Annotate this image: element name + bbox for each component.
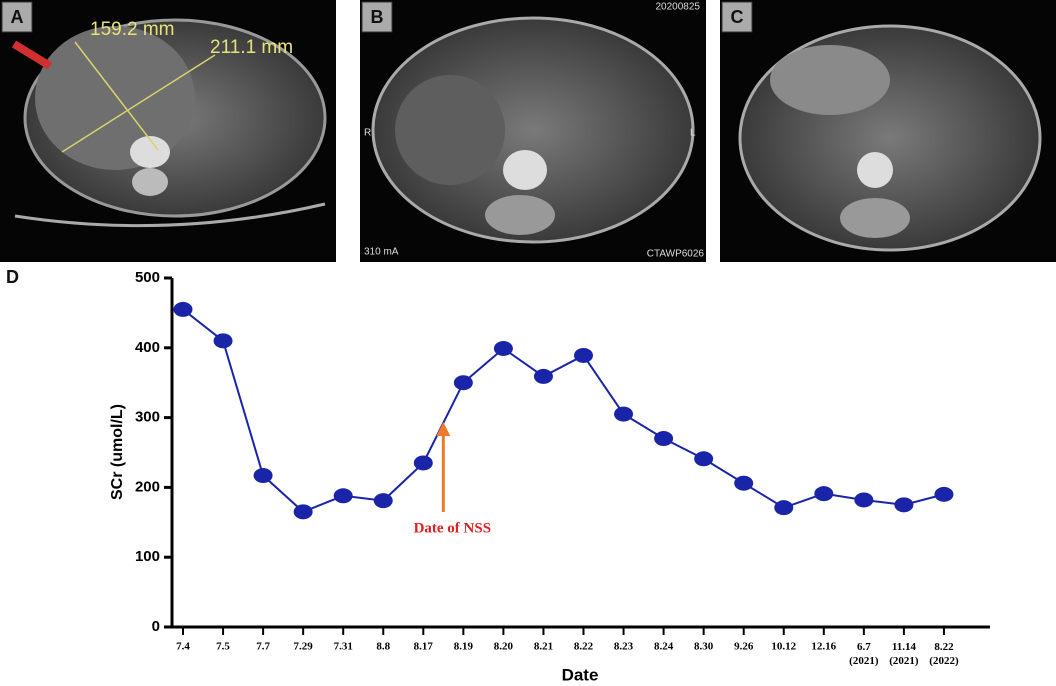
y-tick-label: 400 (135, 339, 160, 356)
x-tick-label: 8.22 (574, 641, 594, 653)
data-point (333, 488, 353, 504)
x-tick-label: 12.16 (811, 641, 836, 653)
data-point (734, 475, 754, 491)
x-tick-label: 8.19 (454, 641, 474, 653)
x-tick-label: 8.21 (534, 641, 553, 653)
panel-label: C (731, 7, 744, 27)
series-line (182, 308, 945, 513)
data-point (173, 301, 193, 317)
y-tick-label: 200 (135, 478, 160, 495)
ct-text: 20200825 (656, 2, 701, 13)
x-tick-label: 7.31 (334, 641, 353, 653)
annotation-arrowhead (436, 422, 451, 436)
data-point (814, 486, 834, 502)
ct-text: 310 mA (364, 247, 399, 258)
x-tick-label: 8.22 (2022) (929, 641, 959, 667)
panel-label: D (6, 267, 19, 287)
y-axis-label: SCr (umol/L) (109, 404, 126, 500)
x-tick-label: 8.23 (614, 641, 634, 653)
ct-panel-c: C (720, 0, 1056, 262)
x-tick-label: 6.7 (2021) (849, 641, 879, 667)
y-tick-label: 0 (152, 618, 160, 635)
data-point (293, 504, 313, 520)
data-point (934, 486, 954, 502)
data-point (213, 333, 233, 349)
x-tick-label: 7.7 (256, 641, 270, 653)
x-tick-label: 8.30 (694, 641, 714, 653)
data-point (854, 492, 874, 508)
panel-label: A (11, 7, 24, 27)
data-point (894, 497, 914, 513)
y-tick-label: 100 (135, 548, 160, 565)
x-tick-label: 7.5 (216, 641, 230, 653)
y-tick-label: 500 (135, 269, 160, 286)
measure-label: 159.2 mm (90, 19, 174, 40)
ct-text: CTAWP6026 (647, 249, 705, 260)
x-tick-label: 8.8 (376, 641, 390, 653)
x-tick-label: 7.4 (176, 641, 190, 653)
x-tick-label: 8.17 (414, 641, 434, 653)
data-point (253, 468, 273, 484)
data-point (413, 455, 433, 471)
data-point (574, 347, 593, 363)
x-tick-label: 10.12 (771, 641, 796, 653)
x-tick-label: 11.14 (2021) (889, 641, 919, 667)
x-tick-label: 9.26 (734, 641, 754, 653)
panel-label: B (371, 7, 384, 27)
data-point (614, 406, 634, 422)
ct-text: R (364, 128, 371, 139)
data-point (654, 431, 674, 447)
data-point (694, 451, 714, 467)
data-point (533, 368, 553, 384)
annotation: Date of NSS (414, 520, 492, 536)
y-tick-label: 300 (135, 409, 160, 426)
ct-panel-b: R L 20200825 CTAWP6026 310 mA B (360, 0, 706, 262)
x-tick-label: 8.20 (494, 641, 514, 653)
data-point (373, 493, 393, 509)
measure-label: 211.1 mm (210, 37, 293, 58)
x-tick-label: 7.29 (294, 641, 314, 653)
data-point (774, 500, 794, 516)
ct-text: L (690, 128, 696, 139)
axes (170, 278, 990, 629)
data-point (453, 375, 473, 391)
ct-panel-a: 159.2 mm 211.1 mm A (0, 0, 336, 262)
x-tick-label: 8.24 (654, 641, 674, 653)
data-point (493, 340, 513, 356)
x-axis-label: Date (562, 665, 599, 684)
